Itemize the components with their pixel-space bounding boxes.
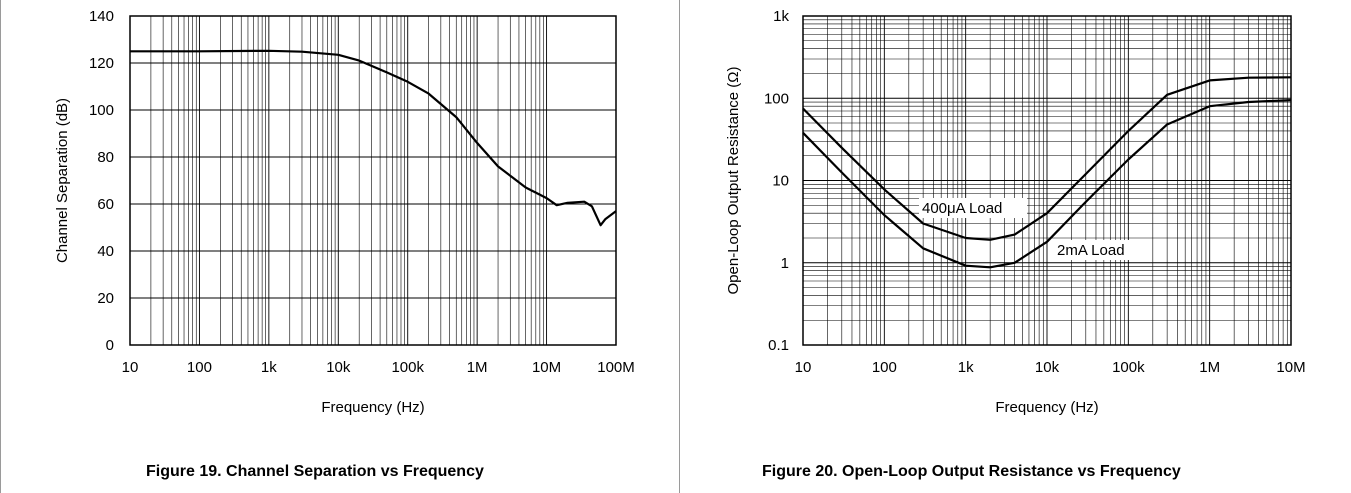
y-tick-label: 0.1	[768, 337, 789, 354]
y-tick-label: 140	[89, 8, 114, 25]
x-tick-label: 10M	[1276, 359, 1305, 376]
figure-20-grid	[802, 15, 1292, 346]
figure-19-grid	[129, 15, 616, 346]
y-tick-label: 100	[764, 90, 789, 107]
y-tick-label: 80	[97, 149, 114, 166]
x-tick-label: 100	[187, 359, 212, 376]
channel-separation-line	[130, 49, 617, 227]
y-tick-label: 60	[97, 196, 114, 213]
y-tick-label: 100	[89, 102, 114, 119]
figure-20-caption: Figure 20. Open-Loop Output Resistance v…	[762, 463, 1181, 480]
y-tick-label: 40	[97, 243, 114, 260]
x-tick-label: 10	[795, 359, 812, 376]
x-tick-label: 10k	[326, 359, 351, 376]
x-tick-label: 1M	[467, 359, 488, 376]
annotation-2ma-load-bg	[1054, 240, 1138, 260]
series-400ua-load-line	[802, 76, 1292, 241]
x-tick-label: 100	[872, 359, 897, 376]
x-tick-label: 10M	[532, 359, 561, 376]
y-tick-label: 0	[106, 337, 114, 354]
figure-19-x-axis-label: Frequency (Hz)	[321, 399, 424, 416]
y-tick-label: 10	[772, 173, 789, 190]
y-tick-label: 1k	[773, 8, 789, 25]
x-tick-label: 1k	[261, 359, 277, 376]
x-tick-label: 100M	[597, 359, 635, 376]
y-tick-label: 20	[97, 290, 114, 307]
x-tick-label: 10	[122, 359, 139, 376]
series-2ma-load-line	[802, 99, 1292, 269]
y-tick-label: 120	[89, 55, 114, 72]
figure-19-plot-frame	[129, 15, 617, 346]
figure-20-x-axis-label: Frequency (Hz)	[995, 399, 1098, 416]
x-tick-label: 1k	[958, 359, 974, 376]
figure-20-y-axis-label: Open-Loop Output Resistance (Ω)	[725, 66, 742, 294]
figure-19-y-axis-label: Channel Separation (dB)	[54, 98, 71, 263]
y-tick-label: 1	[781, 255, 789, 272]
figure-19-panel	[0, 0, 680, 493]
annotation-400ua-load-bg	[919, 198, 1027, 218]
figure-20-plot-frame	[802, 15, 1292, 346]
x-tick-label: 100k	[391, 359, 424, 376]
x-tick-label: 1M	[1199, 359, 1220, 376]
annotation-400ua-load: 400μA Load	[922, 200, 1002, 217]
figure-19-caption: Figure 19. Channel Separation vs Frequen…	[146, 463, 484, 480]
annotation-2ma-load: 2mA Load	[1057, 242, 1125, 259]
x-tick-label: 100k	[1112, 359, 1145, 376]
x-tick-label: 10k	[1035, 359, 1060, 376]
